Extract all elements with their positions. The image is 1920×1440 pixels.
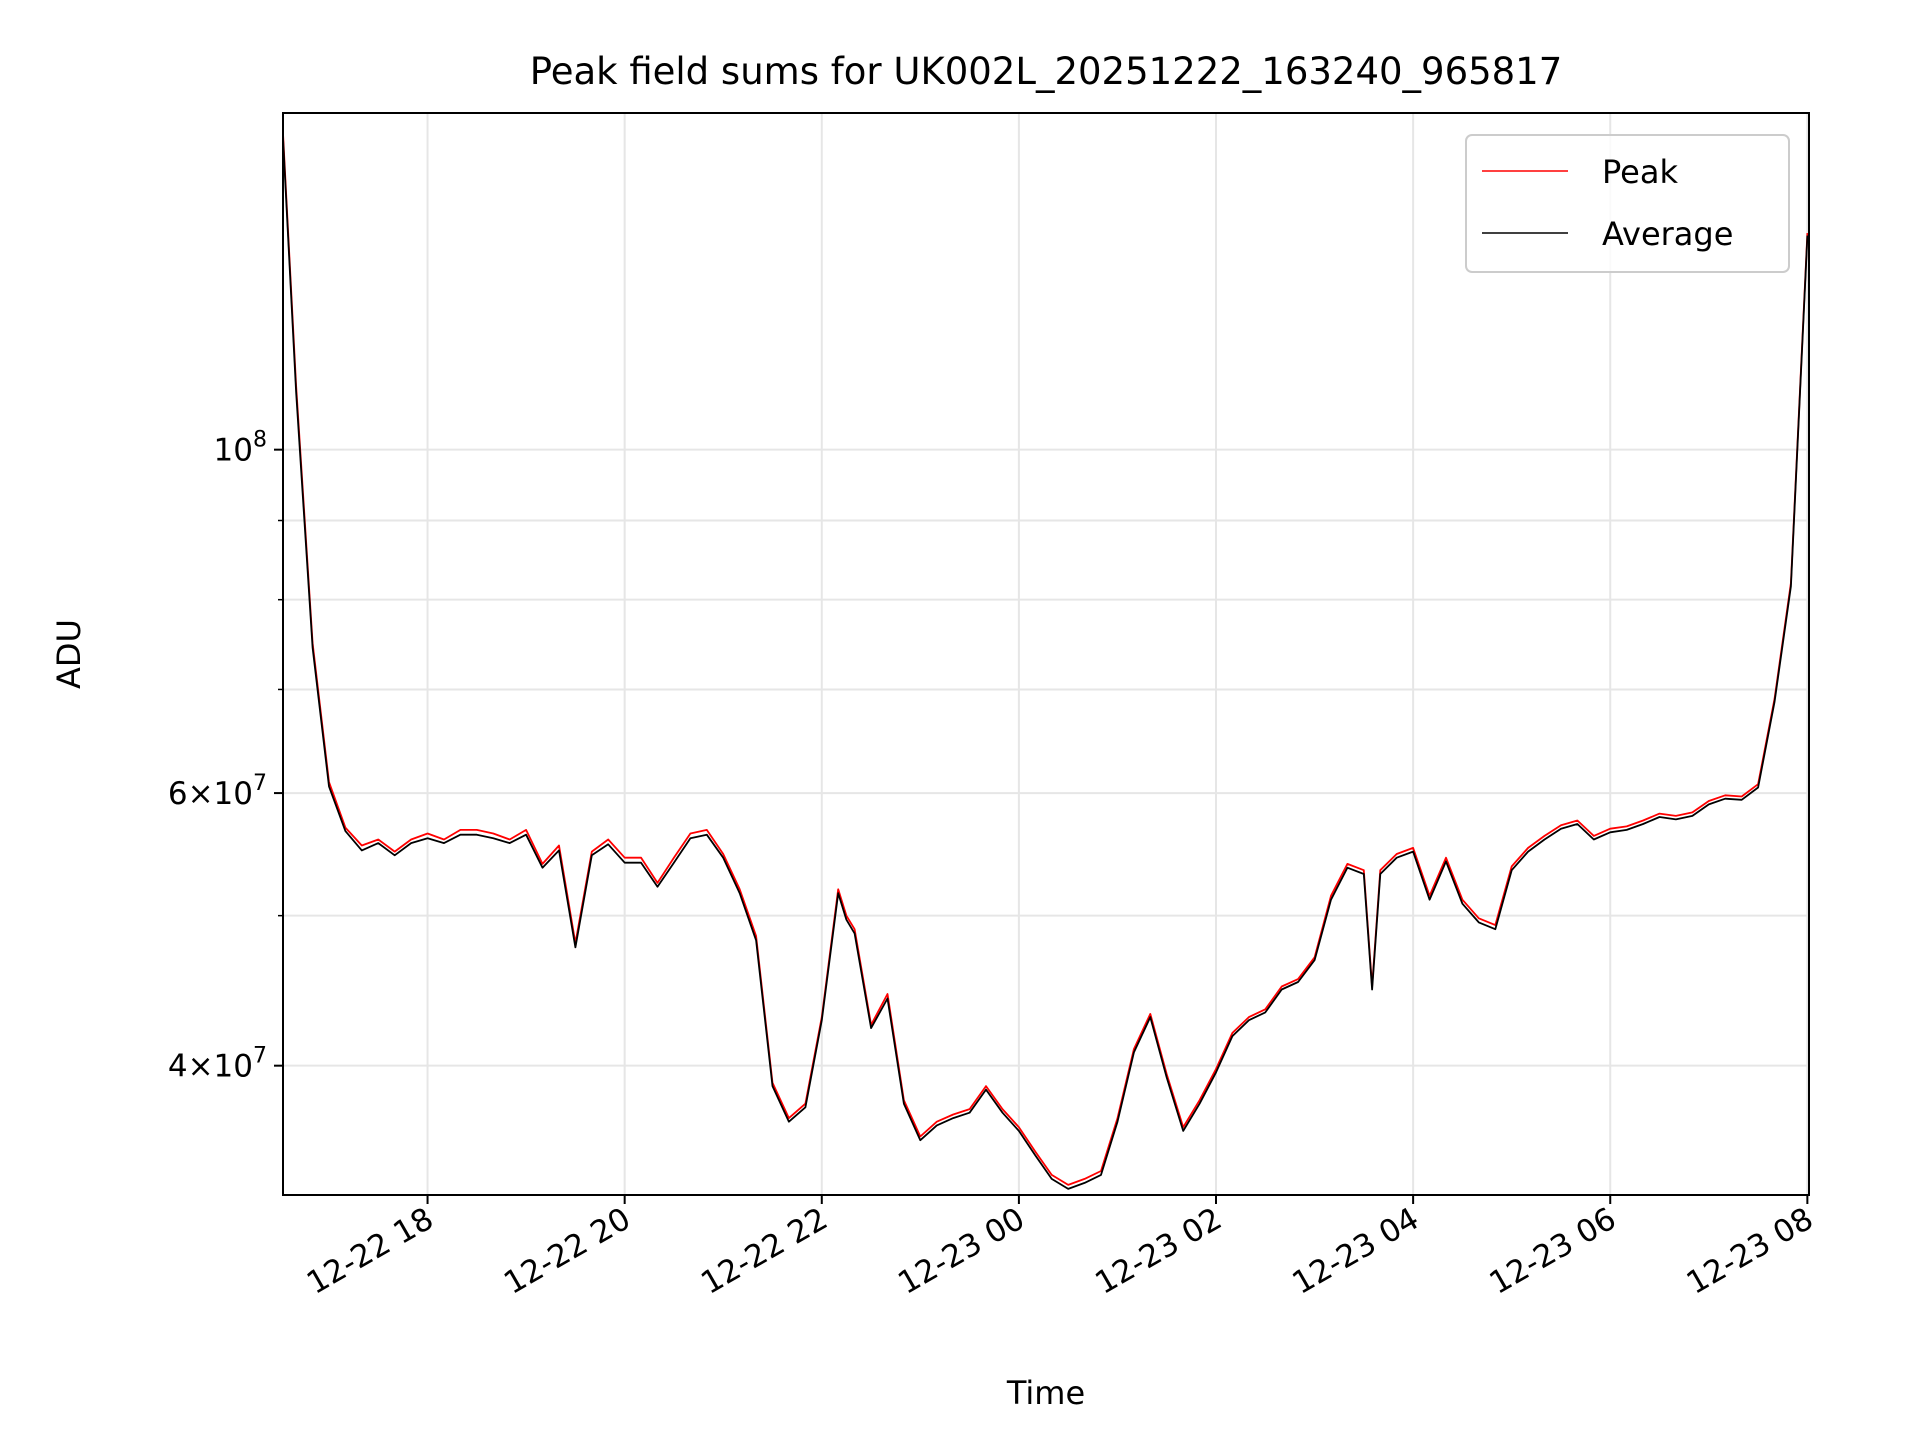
legend: Peak Average xyxy=(1465,134,1790,273)
y-tick-exponent: 7 xyxy=(253,771,267,796)
plot-lines xyxy=(282,133,1809,1190)
y-tick-base: 10 xyxy=(214,433,253,469)
x-axis-label: Time xyxy=(1006,1374,1085,1412)
y-tick-exponent: 7 xyxy=(253,1044,267,1069)
series-line-average xyxy=(282,137,1809,1190)
y-tick-mantissa: 6× xyxy=(168,776,214,812)
y-tick-mantissa: 4× xyxy=(168,1049,214,1085)
series-line-peak xyxy=(282,133,1809,1186)
y-axis-label: ADU xyxy=(50,619,88,689)
y-tick-label: 108 xyxy=(214,428,267,469)
axes-frame xyxy=(282,112,1810,1196)
y-tick-exponent: 8 xyxy=(253,428,267,453)
y-tick-label: 4×107 xyxy=(168,1044,267,1085)
grid xyxy=(283,113,1809,1195)
y-tick-label: 6×107 xyxy=(168,771,267,812)
y-tick-base: 10 xyxy=(214,776,253,812)
legend-average-label: Average xyxy=(1602,215,1733,253)
legend-box xyxy=(1465,134,1790,273)
legend-peak-label: Peak xyxy=(1602,153,1678,191)
chart-title: Peak field sums for UK002L_20251222_1632… xyxy=(530,50,1563,93)
y-tick-base: 10 xyxy=(214,1049,253,1085)
